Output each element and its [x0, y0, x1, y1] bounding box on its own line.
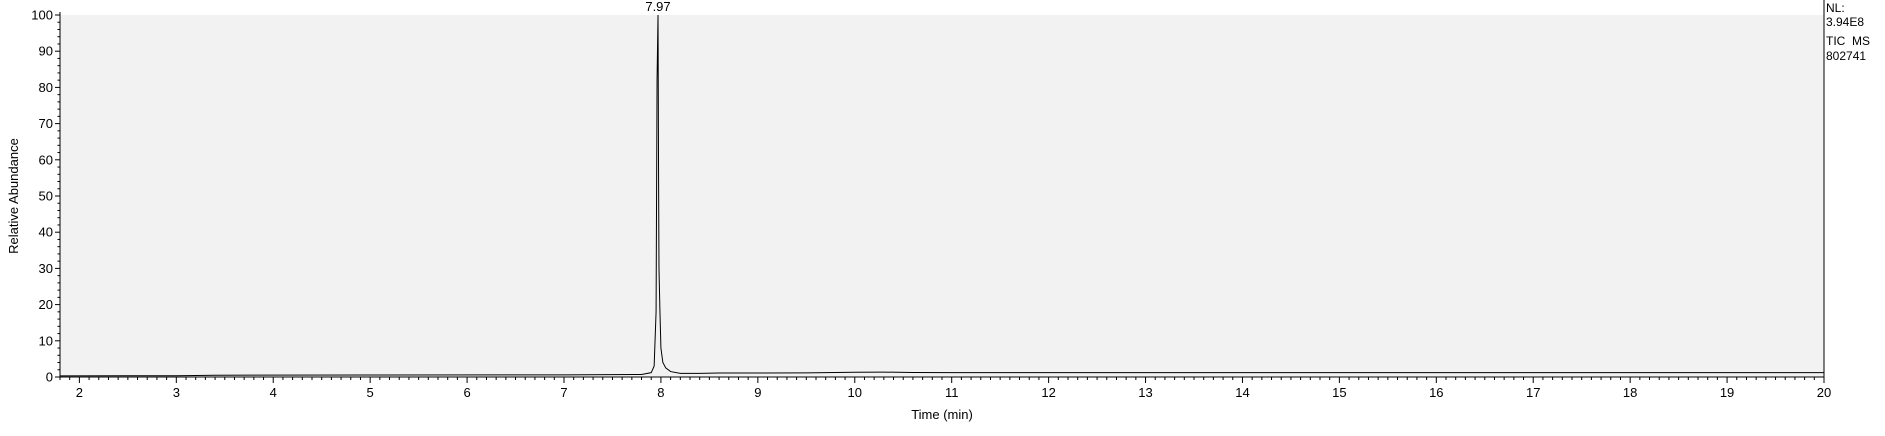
x-tick-label: 9	[754, 385, 761, 400]
x-tick-label: 7	[560, 385, 567, 400]
y-tick-label: 40	[39, 225, 53, 240]
x-tick-label: 20	[1817, 385, 1831, 400]
y-tick-label: 100	[31, 8, 53, 23]
x-tick-label: 5	[367, 385, 374, 400]
y-tick-label: 90	[39, 44, 53, 59]
y-tick-label: 60	[39, 152, 53, 167]
x-tick-label: 11	[945, 385, 959, 400]
y-axis-title: Relative Abundance	[6, 138, 21, 254]
y-tick-label: 20	[39, 297, 53, 312]
x-tick-label: 12	[1041, 385, 1055, 400]
x-tick-label: 3	[173, 385, 180, 400]
peak-labels: 7.97	[645, 0, 670, 14]
axes-layer	[59, 0, 1825, 378]
x-tick-label: 4	[270, 385, 277, 400]
x-axis-ticks: 2 3 4 5 6 7 8 9 10 11 12 13 14 15 16 17 18 19 20	[59, 377, 1831, 400]
y-tick-label: 50	[39, 189, 53, 204]
x-tick-label: 15	[1332, 385, 1346, 400]
y-tick-label: 10	[39, 333, 53, 348]
y-tick-label: 30	[39, 261, 53, 276]
x-tick-label: 18	[1623, 385, 1637, 400]
plot-area	[60, 15, 1824, 377]
x-tick-label: 2	[76, 385, 83, 400]
peak-label: 7.97	[645, 0, 670, 14]
x-tick-label: 13	[1138, 385, 1152, 400]
y-tick-label: 0	[46, 370, 53, 385]
x-tick-label: 14	[1235, 385, 1249, 400]
x-tick-label: 10	[848, 385, 862, 400]
series-line	[59, 14, 1824, 377]
x-tick-label: 6	[463, 385, 470, 400]
x-tick-label: 8	[657, 385, 664, 400]
y-axis-ticks: 0 10 20 30 40 50 60 70 80 90 100	[31, 8, 60, 385]
x-tick-label: 19	[1720, 385, 1734, 400]
scan-filter-label: TIC MS	[1826, 34, 1870, 48]
x-axis-title: Time (min)	[911, 407, 973, 422]
nl-value: 3.94E8	[1826, 15, 1864, 29]
y-tick-label: 70	[39, 116, 53, 131]
y-tick-label: 80	[39, 80, 53, 95]
x-tick-label: 16	[1429, 385, 1443, 400]
nl-label: NL:	[1826, 1, 1845, 15]
series-layer	[59, 14, 1824, 377]
x-tick-label: 17	[1526, 385, 1540, 400]
sample-id-label: 802741	[1826, 49, 1866, 63]
